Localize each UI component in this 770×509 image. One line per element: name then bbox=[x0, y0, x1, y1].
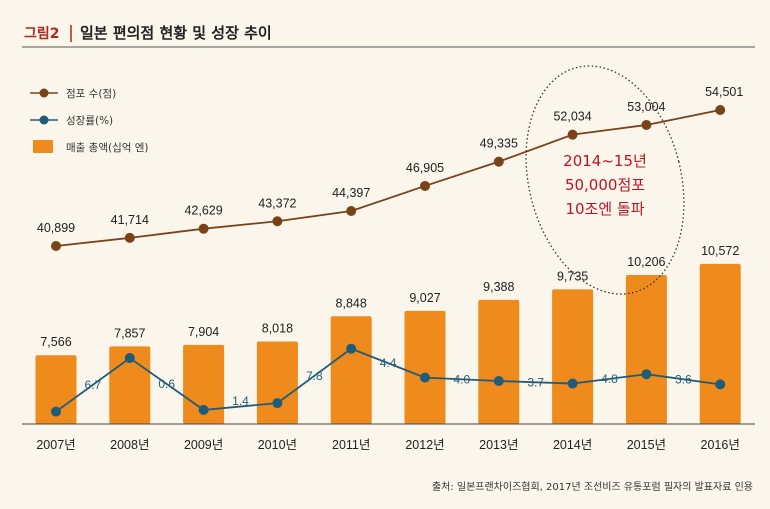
growth-rate-label: 3.7 bbox=[527, 375, 544, 389]
x-axis-tick-label: 2012년 bbox=[405, 438, 444, 452]
store-count-point bbox=[272, 216, 283, 227]
legend-stores-label: 점포 수(점) bbox=[66, 88, 116, 100]
store-count-point bbox=[198, 223, 209, 234]
store-count-label: 42,629 bbox=[184, 204, 222, 218]
sales-bar-label: 8,018 bbox=[262, 321, 293, 335]
sales-bar bbox=[330, 316, 372, 424]
highlight-ellipse bbox=[525, 65, 685, 295]
sales-bar-label: 8,848 bbox=[336, 296, 367, 310]
growth-rate-point bbox=[493, 376, 504, 386]
growth-rate-point bbox=[346, 343, 357, 354]
sales-bar bbox=[256, 341, 298, 424]
store-count-point bbox=[420, 180, 430, 191]
x-axis-tick-label: 2010년 bbox=[258, 438, 297, 452]
store-count-point bbox=[567, 129, 578, 140]
sales-bar bbox=[699, 263, 741, 424]
store-count-point bbox=[346, 206, 357, 217]
store-count-label: 43,372 bbox=[258, 196, 296, 210]
highlight-note-line: 50,000점포 bbox=[565, 176, 645, 194]
sales-bar-label: 9,388 bbox=[483, 280, 514, 294]
store-count-point bbox=[715, 105, 726, 115]
highlight-note-line: 10조엔 돌파 bbox=[565, 200, 644, 218]
legend-growth-label: 성장률(%) bbox=[66, 115, 113, 127]
growth-rate-label: 1.4 bbox=[232, 394, 249, 408]
x-axis-tick-label: 2016년 bbox=[701, 438, 740, 452]
growth-rate-label: 7.8 bbox=[306, 369, 323, 383]
store-count-line bbox=[55, 109, 721, 247]
x-axis-tick-label: 2013년 bbox=[479, 438, 518, 452]
store-count-point bbox=[641, 119, 652, 130]
source-note: 출처: 일본프랜차이즈협회, 2017년 조선비즈 유통포럼 필자의 발표자료 … bbox=[432, 480, 753, 493]
title-area: 그림2 일본 편의점 현황 및 성장 추이 bbox=[22, 24, 755, 48]
sales-bar bbox=[404, 310, 446, 424]
store-count-label: 44,397 bbox=[332, 186, 370, 200]
store-count-label: 54,501 bbox=[705, 85, 743, 99]
sales-bar-label: 10,206 bbox=[627, 255, 665, 269]
growth-rate-label: 4.4 bbox=[380, 356, 397, 370]
sales-bar-label: 7,904 bbox=[188, 325, 219, 339]
sales-bar bbox=[625, 275, 667, 424]
x-axis-tick-label: 2008년 bbox=[110, 438, 149, 452]
growth-rate-point bbox=[567, 378, 578, 389]
store-count-point bbox=[493, 156, 504, 167]
x-axis-tick-label: 2014년 bbox=[553, 438, 592, 452]
sales-bar-label: 10,572 bbox=[701, 244, 739, 258]
x-axis-tick-label: 2007년 bbox=[36, 438, 75, 452]
growth-rate-point bbox=[198, 404, 209, 415]
growth-rate-point bbox=[124, 353, 135, 364]
store-count-point bbox=[51, 241, 61, 251]
sales-bar-label: 9,027 bbox=[409, 291, 440, 305]
store-count-label: 40,899 bbox=[37, 221, 75, 235]
legend-sales-label: 매출 총액(십억 엔) bbox=[66, 142, 149, 154]
sales-bar bbox=[478, 299, 520, 424]
sales-bar bbox=[183, 344, 225, 424]
growth-rate-line bbox=[55, 347, 721, 413]
legend-stores-marker bbox=[39, 88, 49, 98]
legend-growth-marker bbox=[39, 115, 49, 125]
growth-rate-label: 3.6 bbox=[675, 372, 692, 386]
growth-rate-label: 6.7 bbox=[85, 378, 102, 392]
store-count-label: 53,004 bbox=[627, 100, 665, 114]
growth-rate-point bbox=[51, 406, 61, 417]
growth-rate-point bbox=[272, 398, 283, 409]
x-axis-tick-label: 2011년 bbox=[332, 438, 370, 452]
growth-rate-point bbox=[420, 372, 430, 383]
highlight-note-line: 2014~15년 bbox=[563, 152, 647, 170]
growth-rate-label: 4.8 bbox=[601, 372, 618, 386]
figure-tag: 그림2 bbox=[24, 26, 60, 42]
growth-rate-label: 0.6 bbox=[158, 377, 175, 391]
growth-rate-point bbox=[715, 379, 726, 390]
sales-bar bbox=[35, 355, 77, 424]
sales-bar bbox=[552, 289, 594, 424]
legend: 점포 수(점) 성장률(%) 매출 총액(십억 엔) bbox=[30, 88, 149, 154]
store-count-label: 52,034 bbox=[553, 110, 591, 124]
legend-sales-swatch bbox=[33, 140, 53, 153]
growth-rate-label: 4.0 bbox=[454, 372, 471, 386]
x-axis-tick-label: 2015년 bbox=[627, 438, 666, 452]
growth-rate-point bbox=[641, 369, 652, 380]
sales-bar-label: 7,857 bbox=[114, 326, 145, 340]
store-count-label: 49,335 bbox=[480, 137, 518, 151]
store-count-label: 41,714 bbox=[111, 213, 149, 227]
chart-title: 일본 편의점 현황 및 성장 추이 bbox=[80, 24, 272, 42]
sales-bar-label: 7,566 bbox=[40, 335, 71, 349]
store-count-point bbox=[124, 232, 135, 243]
x-axis-tick-label: 2009년 bbox=[184, 438, 223, 452]
store-count-label: 46,905 bbox=[406, 161, 444, 175]
